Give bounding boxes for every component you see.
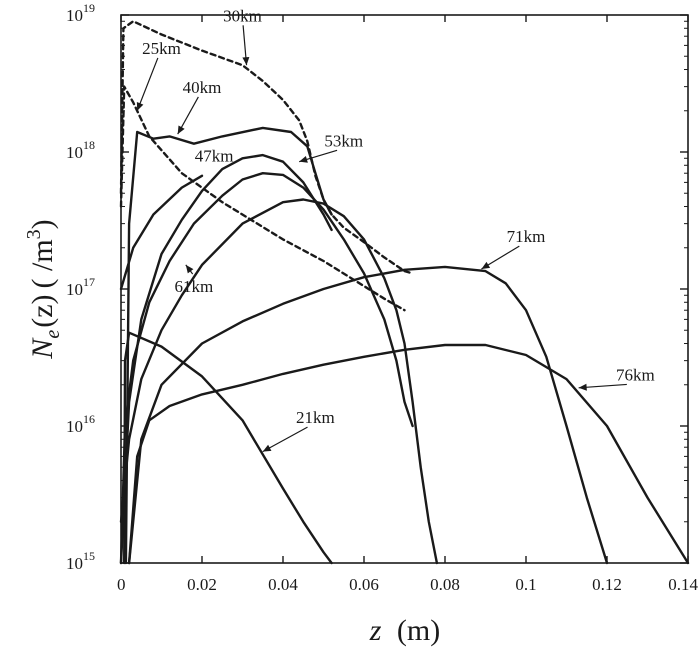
y-tick-label: 1018 [66,138,95,162]
series-label-25km: 25km [142,39,181,58]
series-line-21km [123,331,333,565]
x-axis-var: z [369,614,382,647]
annotation-arrowhead [136,102,144,111]
series-line-71km [127,265,609,565]
annotation-leader [578,383,627,389]
y-tick-labels: 1015 1016 1017 1018 1019 [66,1,95,573]
series-line-53km [119,153,333,565]
series-line-30km [119,20,414,275]
series-line-61km [119,172,414,565]
x-tick-label: 0.06 [349,575,379,594]
annotation-arrowhead [578,383,587,391]
series-label-61km: 61km [175,277,214,296]
annotation-arrowhead [242,56,250,66]
annotation-arrowhead [299,156,308,163]
y-axis-unit-close: ) [26,219,59,229]
annotation-arrowhead [481,261,491,269]
annotation-leader [136,57,159,111]
x-tick-label: 0.14 [668,575,698,594]
series-label-21km: 21km [296,408,335,427]
y-axis-arg: (z) [26,294,59,327]
series-label-53km: 53km [324,131,363,150]
series-label-71km: 71km [507,227,546,246]
annotation-arrowhead [185,264,194,274]
x-tick-label: 0.04 [268,575,298,594]
y-tick-label: 1016 [66,412,95,436]
series-line-25km [119,85,406,312]
annotation-leader [262,426,308,453]
x-tick-label: 0.12 [592,575,622,594]
series-label-47km: 47km [195,147,234,166]
x-tick-label: 0 [117,575,126,594]
x-tick-label: 0.02 [187,575,217,594]
annotation-arrowhead [262,444,272,452]
y-axis-title: Ne (z) ( /m3) [23,219,64,359]
y-axis-unit: ( /m [26,239,59,288]
series-label-30km: 30km [223,6,262,25]
series-line-76km [127,343,690,565]
series-label-40km: 40km [183,78,222,97]
x-tick-labels: 0 0.02 0.04 0.06 0.08 0.1 0.12 0.14 [117,575,699,594]
y-axis-unit-exp: 3 [23,229,45,239]
x-axis-unit: (m) [397,614,440,647]
y-tick-label: 1015 [66,549,95,573]
series-line-47km [119,174,204,291]
annotation-arrowhead [177,125,185,135]
series-line-40km [124,126,333,565]
y-axis-var: N [26,337,59,360]
x-tick-label: 0.1 [515,575,536,594]
x-tick-label: 0.08 [430,575,460,594]
series-label-76km: 76km [616,365,655,384]
series-line-unlabeled [119,198,439,565]
y-tick-label: 1019 [66,1,95,25]
x-axis-title: z (m) [369,614,441,647]
y-tick-label: 1017 [66,275,95,299]
series-lines [119,20,690,565]
series-annotations: 30km 25km 40km 53km 47km 61km 71km 76km 21km [136,6,655,453]
y-axis-sub: e [42,330,64,339]
